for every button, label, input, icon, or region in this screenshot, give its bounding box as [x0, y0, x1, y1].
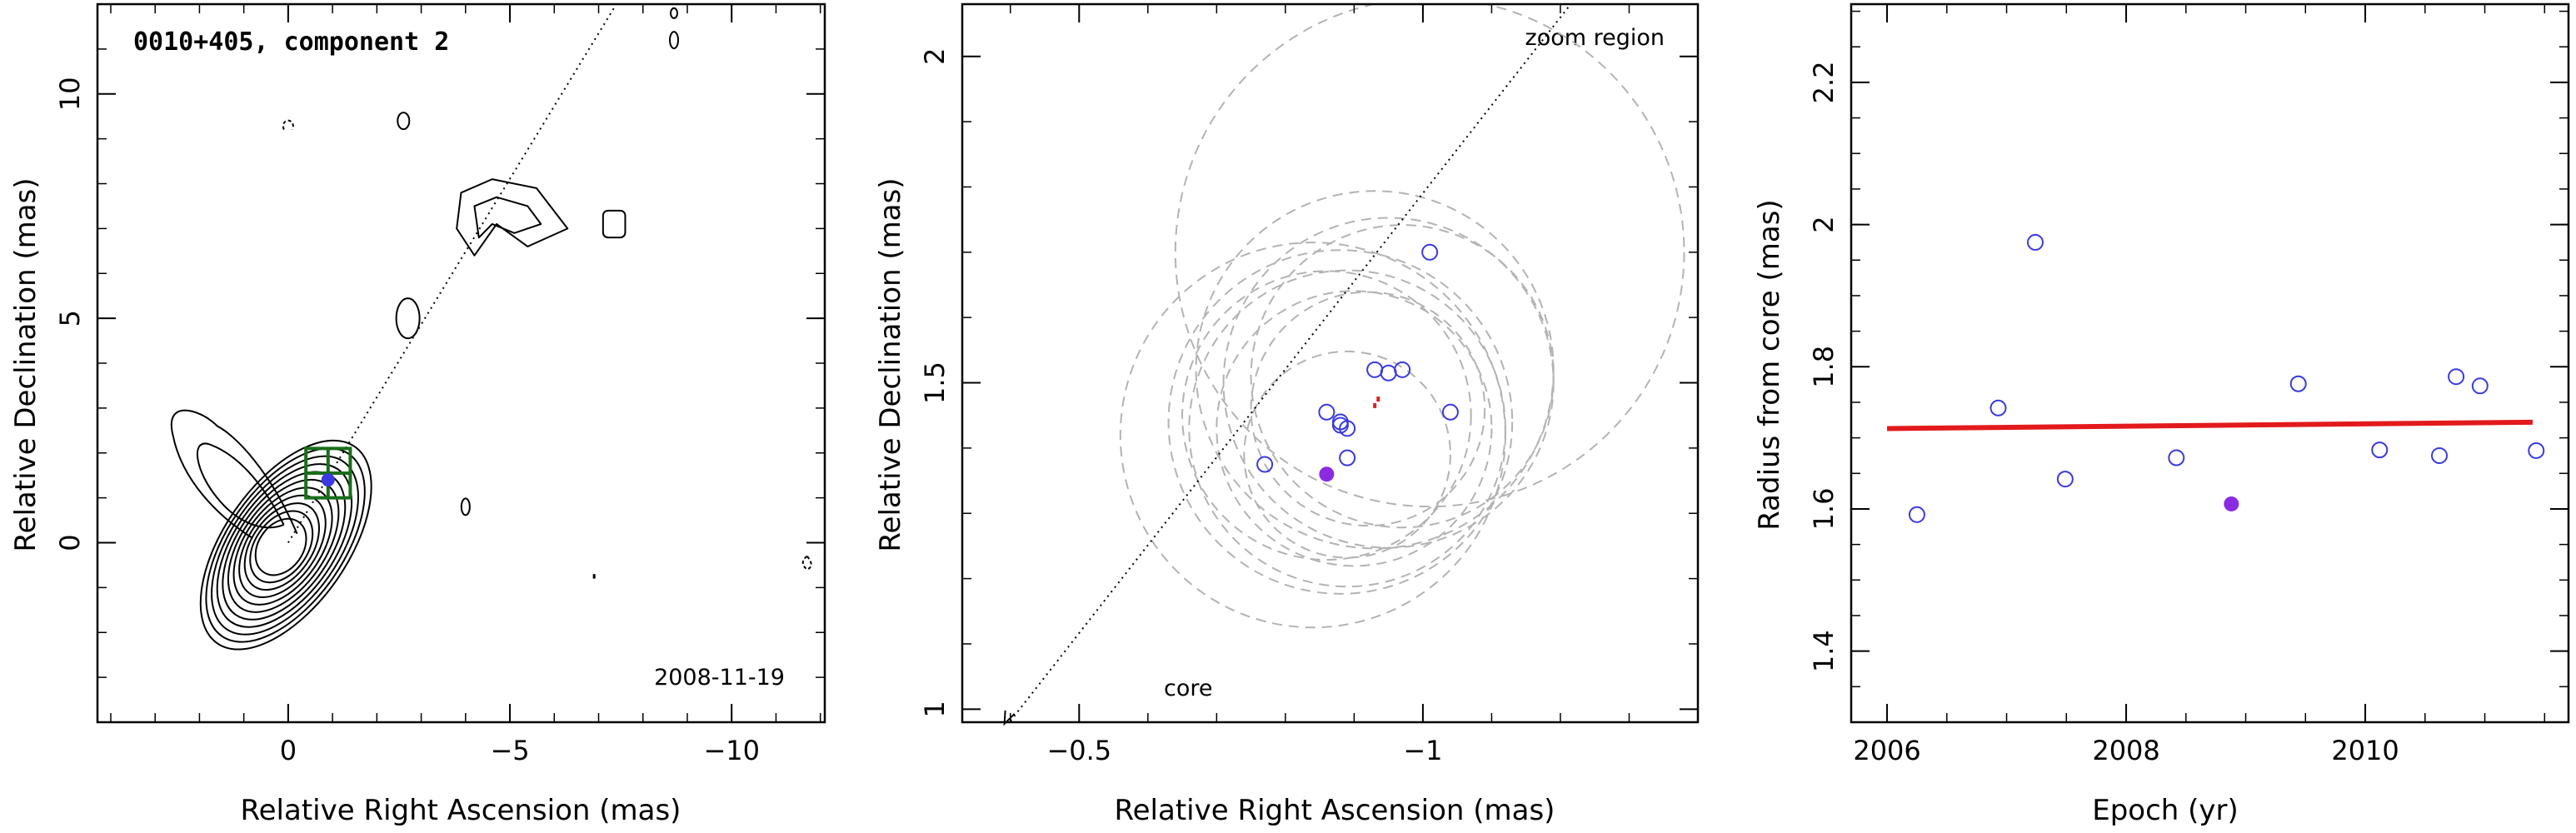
epoch-position [1339, 449, 1356, 466]
contour-ring [227, 478, 340, 613]
contour-ring [243, 502, 320, 591]
uncertainty-circle [1216, 290, 1493, 567]
knot-contour [473, 196, 542, 239]
epoch-position [1394, 361, 1411, 378]
y-tick-label: 1 [919, 701, 951, 717]
epoch-position [1421, 243, 1439, 261]
y-tick-label: 5 [54, 310, 86, 327]
x-tick-label: −0.5 [1046, 735, 1111, 766]
x-tick-label: 0 [280, 735, 297, 766]
epoch-position [1318, 403, 1335, 421]
y-tick-label: 2 [919, 48, 951, 65]
data-point [2528, 441, 2545, 459]
jet-contour [197, 442, 285, 529]
core-contours [170, 409, 372, 651]
data-point [2056, 471, 2074, 488]
x-tick-label: 2008 [2092, 735, 2159, 766]
panel-zoom-region: zoom region core Relative Right Ascensio… [874, 2, 1700, 827]
x-axis-label: Relative Right Ascension (mas) [241, 794, 681, 827]
x-tick-label: −5 [490, 735, 529, 766]
y-axis-label: Radius from core (mas) [1753, 199, 1786, 530]
x-tick-label: 2006 [1853, 735, 1920, 766]
negative-contour [282, 119, 294, 130]
y-tick-label: 2.2 [1808, 61, 1840, 103]
zoom-region-label: zoom region [1525, 25, 1665, 51]
core-arrow [1003, 710, 1016, 726]
negative-contour [801, 555, 812, 571]
data-point [2471, 377, 2489, 395]
highlight-position [1319, 466, 1335, 482]
core-label: core [1164, 676, 1212, 701]
isolated-contour [395, 297, 421, 340]
knot-contours [456, 178, 627, 257]
uncertainty-circle [1250, 291, 1486, 527]
highlight-point [2224, 496, 2239, 511]
jet-direction-line [1008, 4, 1572, 722]
plot-frame [96, 2, 826, 724]
y-tick-label: 10 [54, 77, 86, 111]
jet-direction-line [287, 3, 617, 544]
x-tick-label: −1 [1403, 735, 1442, 766]
uncertainty-circle [1250, 224, 1555, 529]
fit-line [1887, 419, 2533, 431]
epoch-position [1256, 456, 1274, 473]
contour-ring [211, 455, 359, 636]
uncertainty-circle [1167, 249, 1514, 595]
data-point [1989, 399, 2007, 416]
uncertainty-circle [1195, 190, 1555, 550]
epoch-position [1366, 361, 1384, 378]
y-tick-label: 1.5 [919, 362, 951, 404]
map-date: 2008-11-19 [654, 665, 785, 691]
isolated-contour [397, 112, 411, 131]
y-tick-label: 1.6 [1808, 488, 1840, 531]
x-tick-label: −10 [703, 735, 760, 766]
knot-contour [602, 209, 627, 239]
jet-contour [170, 409, 298, 539]
mean-position [1376, 397, 1380, 402]
y-tick-label: 1.4 [1808, 630, 1840, 672]
x-axis-label: Epoch (yr) [2092, 794, 2239, 827]
x-axis-label: Relative Right Ascension (mas) [1115, 794, 1555, 827]
data-point [2431, 446, 2449, 464]
y-tick-label: 0 [54, 534, 86, 551]
mean-position [1373, 402, 1377, 408]
contour-ring [249, 510, 314, 584]
data-point [2289, 375, 2307, 392]
plot-frame [961, 2, 1700, 724]
epoch-position [1380, 364, 1397, 382]
contour-ring [254, 517, 307, 576]
data-point [2168, 449, 2185, 466]
isolated-contour [460, 497, 471, 516]
y-axis-label: Relative Declination (mas) [874, 177, 907, 551]
data-point [1908, 506, 1925, 523]
uncertainty-circle [1174, 4, 1685, 508]
y-axis-label: Relative Declination (mas) [9, 177, 42, 551]
plot-area [1008, 4, 1685, 722]
epoch-position [1331, 416, 1349, 434]
knot-contour [456, 178, 569, 257]
plot-frame [1850, 2, 2570, 724]
data-point [2026, 233, 2044, 251]
contour-ring [216, 463, 353, 628]
x-tick-label: 2010 [2331, 735, 2399, 766]
uncertainty-circle [1119, 242, 1506, 629]
data-point [2371, 441, 2389, 459]
component-marker [321, 473, 335, 487]
panel-contour-map: 0010+405, component 2 2008-11-19 Relativ… [9, 2, 826, 827]
data-point [2448, 368, 2465, 386]
epoch-position [1441, 403, 1459, 421]
contour-ring [199, 439, 372, 651]
y-tick-label: 2 [1808, 216, 1840, 232]
panel-radius-vs-epoch: Epoch (yr) Radius from core (mas) 2006 20… [1753, 2, 2570, 827]
uncertainty-circle [1243, 350, 1451, 559]
isolated-contour [670, 7, 679, 19]
uncertainty-circle [1181, 270, 1472, 561]
map-title: 0010+405, component 2 [133, 27, 449, 57]
isolated-contour [669, 31, 680, 50]
y-tick-label: 1.8 [1808, 346, 1840, 388]
